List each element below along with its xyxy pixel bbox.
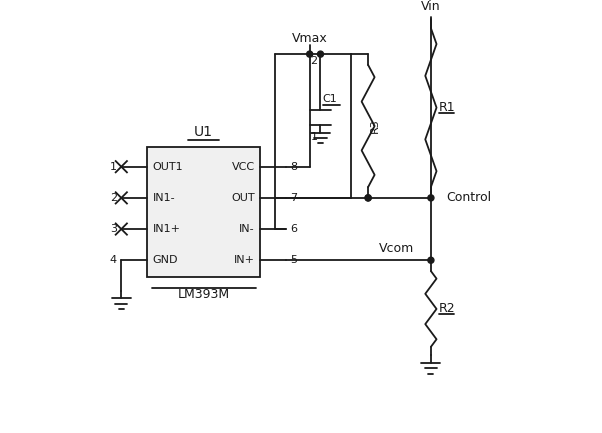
Text: 4: 4	[110, 255, 117, 265]
Text: Control: Control	[446, 191, 491, 204]
Text: 5: 5	[290, 255, 297, 265]
Text: 3: 3	[110, 224, 117, 234]
Text: IN-: IN-	[239, 224, 255, 234]
Text: Vcom: Vcom	[379, 242, 414, 255]
Text: 1: 1	[110, 162, 117, 172]
Text: U1: U1	[194, 126, 213, 139]
Text: C1: C1	[323, 94, 337, 104]
Text: R1: R1	[439, 101, 455, 114]
Circle shape	[428, 257, 434, 263]
Text: GND: GND	[152, 255, 178, 265]
Text: Vin: Vin	[421, 0, 441, 13]
Text: VCC: VCC	[232, 162, 255, 172]
Text: IN+: IN+	[234, 255, 255, 265]
Text: 7: 7	[290, 193, 297, 203]
Text: 2: 2	[310, 56, 317, 66]
Text: 2: 2	[110, 193, 117, 203]
Text: OUT1: OUT1	[152, 162, 183, 172]
Text: 6: 6	[290, 224, 297, 234]
Circle shape	[365, 195, 371, 201]
Text: 8: 8	[290, 162, 297, 172]
Text: R3: R3	[370, 119, 380, 133]
Bar	[147, 147, 260, 277]
Text: R2: R2	[439, 302, 455, 316]
Circle shape	[317, 51, 323, 57]
Text: Vmax: Vmax	[292, 32, 327, 45]
Circle shape	[428, 195, 434, 201]
Text: 1: 1	[311, 132, 318, 142]
Text: IN1+: IN1+	[152, 224, 181, 234]
Text: IN1-: IN1-	[152, 193, 175, 203]
Circle shape	[365, 195, 371, 201]
Text: LM393M: LM393M	[178, 288, 229, 301]
Text: OUT: OUT	[231, 193, 255, 203]
Circle shape	[306, 51, 312, 57]
